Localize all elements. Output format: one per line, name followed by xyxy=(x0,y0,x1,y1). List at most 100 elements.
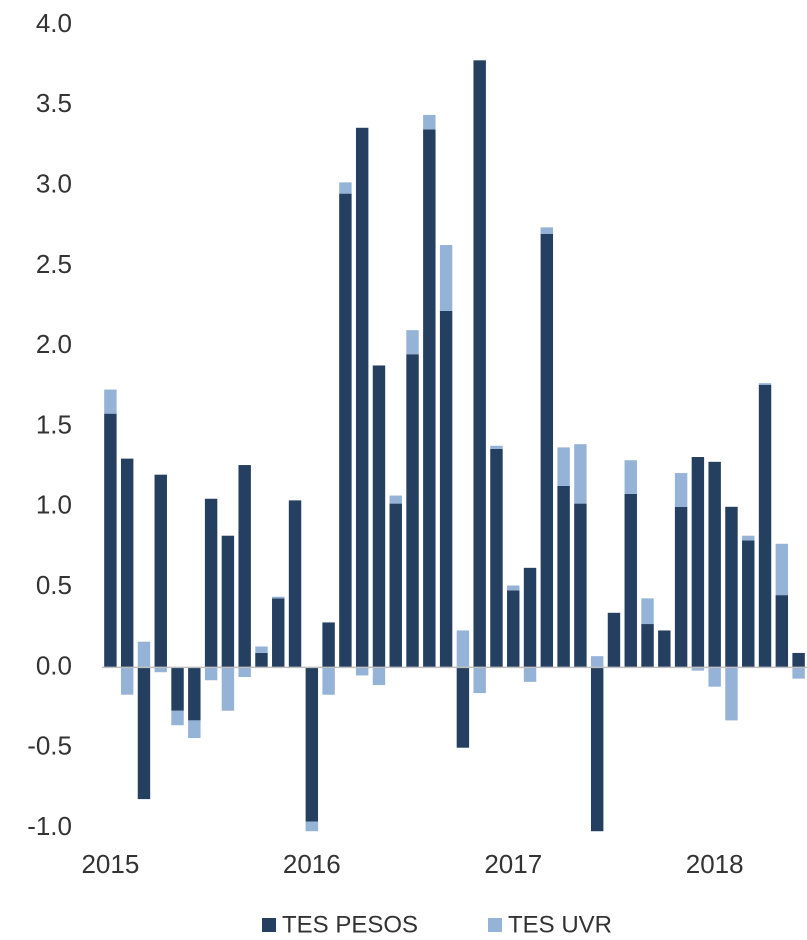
bar xyxy=(171,667,184,711)
bar xyxy=(590,656,604,668)
y-tick-label: 0.0 xyxy=(36,650,72,680)
bar xyxy=(708,461,721,668)
y-tick-label: 0.5 xyxy=(36,570,72,600)
bar xyxy=(104,389,117,414)
bar xyxy=(574,444,587,504)
y-tick-label: 2.0 xyxy=(36,329,72,359)
bar xyxy=(389,503,402,668)
bar xyxy=(154,667,167,673)
bar xyxy=(507,585,520,591)
bar xyxy=(171,710,184,726)
bar xyxy=(691,457,705,668)
bar xyxy=(540,233,554,668)
bar xyxy=(288,500,302,668)
bar xyxy=(339,193,352,668)
bar xyxy=(490,448,503,668)
bar xyxy=(439,310,453,668)
bar xyxy=(120,458,134,668)
bar xyxy=(255,646,268,653)
bar xyxy=(238,667,251,678)
bar xyxy=(742,535,755,541)
bar xyxy=(473,60,486,668)
bar xyxy=(322,667,335,695)
bar xyxy=(120,667,134,695)
bar xyxy=(557,485,570,668)
bar xyxy=(406,354,419,668)
bar xyxy=(590,667,604,832)
bar xyxy=(674,473,688,507)
y-tick-label: 3.5 xyxy=(36,88,72,118)
bar xyxy=(204,498,218,668)
bar xyxy=(523,567,537,668)
bar xyxy=(423,114,436,130)
bar xyxy=(540,227,554,234)
bar xyxy=(355,127,369,668)
bar xyxy=(221,535,235,668)
legend-label: TES UVR xyxy=(508,911,612,938)
legend-swatch xyxy=(488,918,502,932)
bar xyxy=(272,598,285,668)
bar xyxy=(154,474,167,668)
bar xyxy=(674,506,688,668)
bar xyxy=(758,384,772,668)
bar xyxy=(372,365,386,668)
bar xyxy=(708,667,721,687)
bar xyxy=(439,245,453,311)
x-tick-label: 2015 xyxy=(81,849,139,879)
bar xyxy=(574,503,587,668)
bar xyxy=(792,652,805,668)
bar xyxy=(507,590,520,668)
legend-label: TES PESOS xyxy=(282,911,418,938)
legend-swatch xyxy=(262,918,276,932)
bar xyxy=(305,667,319,822)
bar xyxy=(742,540,755,668)
bar xyxy=(272,596,285,599)
bar xyxy=(725,506,738,668)
bar xyxy=(473,667,486,694)
y-tick-label: -0.5 xyxy=(27,731,72,761)
bar xyxy=(221,667,235,711)
bar xyxy=(758,383,772,385)
x-tick-label: 2016 xyxy=(283,849,341,879)
bar xyxy=(624,493,637,668)
x-tick-label: 2017 xyxy=(484,849,542,879)
bar xyxy=(423,129,436,668)
bar xyxy=(238,465,251,668)
bar xyxy=(104,413,117,668)
bar xyxy=(691,667,705,671)
bar xyxy=(339,182,352,194)
bar xyxy=(456,667,470,748)
bar xyxy=(624,460,637,494)
y-tick-label: -1.0 xyxy=(27,811,72,841)
legend: TES PESOS TES UVR xyxy=(262,911,612,938)
bar xyxy=(523,667,537,682)
bar xyxy=(557,447,570,486)
bar xyxy=(641,624,654,668)
x-tick-label: 2018 xyxy=(686,849,744,879)
bar xyxy=(255,652,268,668)
bar xyxy=(725,667,738,721)
bar xyxy=(641,598,654,625)
y-tick-label: 1.0 xyxy=(36,490,72,520)
y-tick-label: 2.5 xyxy=(36,249,72,279)
y-tick-label: 4.0 xyxy=(36,8,72,38)
bar xyxy=(658,630,671,668)
bar xyxy=(137,667,151,800)
bar xyxy=(188,667,201,721)
bar xyxy=(204,667,218,681)
bar xyxy=(490,445,503,449)
y-tick-label: 1.5 xyxy=(36,409,72,439)
bar xyxy=(355,667,369,676)
bar xyxy=(775,595,789,668)
bar xyxy=(607,612,621,668)
bar xyxy=(456,630,470,668)
bar xyxy=(188,720,201,739)
bar xyxy=(389,495,402,504)
y-tick-label: 3.0 xyxy=(36,168,72,198)
bar xyxy=(406,330,419,355)
bar xyxy=(322,622,335,668)
bar xyxy=(305,821,319,832)
bar xyxy=(792,667,805,679)
bar xyxy=(137,641,151,668)
